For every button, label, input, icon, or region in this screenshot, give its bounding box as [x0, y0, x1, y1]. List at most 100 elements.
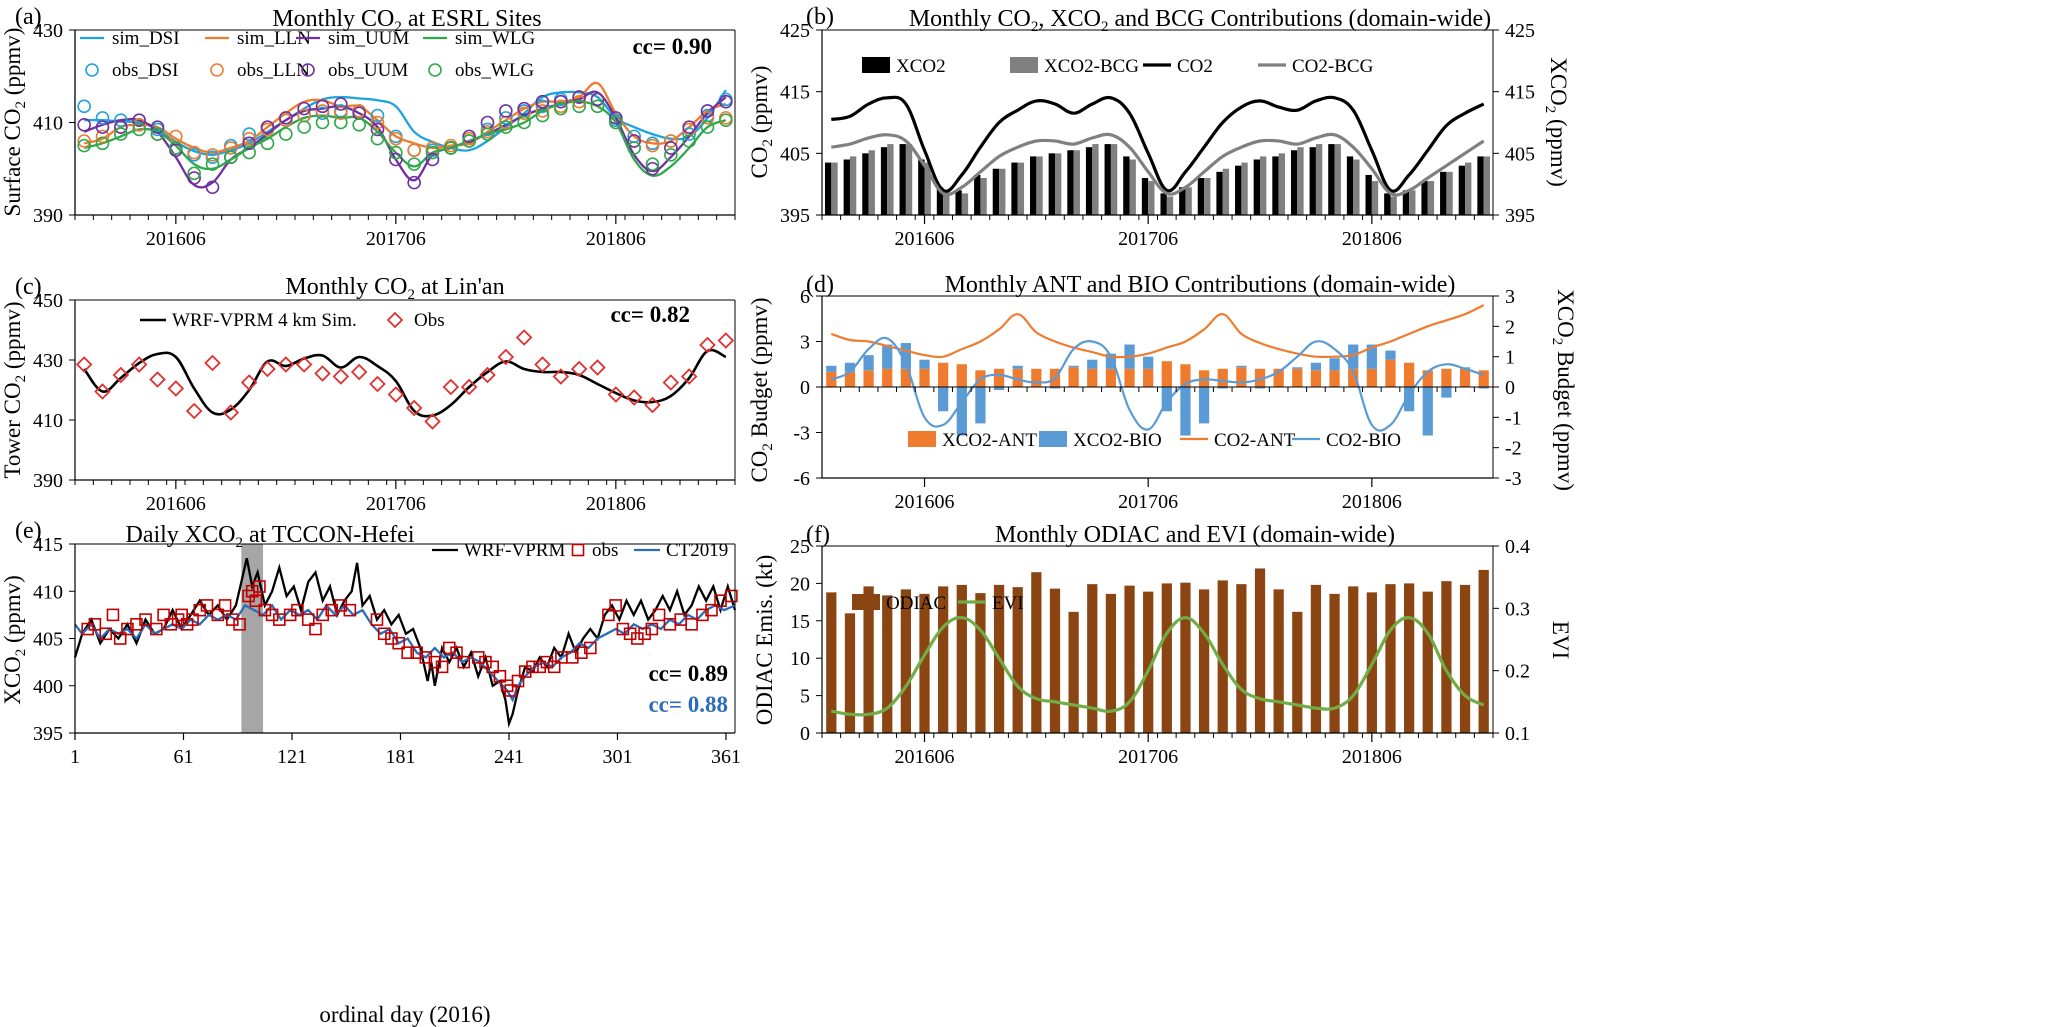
- series-line-EVI: [831, 616, 1485, 717]
- marker-obs_UUM: [242, 136, 256, 151]
- bar-XCO2-ANT: [1441, 368, 1452, 387]
- text-part: (ppmv): [747, 66, 772, 139]
- bar-XCO2-BIO: [1292, 367, 1303, 369]
- marker-obs_LLN: [407, 143, 421, 158]
- marker-obs_UUM: [682, 120, 696, 134]
- marker-obs_UUM: [389, 152, 403, 167]
- marker-Obs: [424, 413, 441, 430]
- bar-XCO2-BCG: [887, 144, 894, 215]
- bar-ODIAC: [1459, 584, 1471, 733]
- legend-label-CO2: CO2: [1177, 56, 1213, 77]
- legend-swatch-XCO2-BIO: [1039, 431, 1067, 447]
- bar-XCO2: [843, 159, 850, 215]
- marker-obs_UUM: [700, 104, 715, 118]
- marker-obs_UUM: [554, 94, 568, 109]
- bar-XCO2-ANT: [956, 364, 967, 387]
- bar-XCO2-BCG: [1110, 144, 1118, 215]
- text-part: XCO: [0, 656, 25, 705]
- marker-obs_LLN: [517, 106, 531, 121]
- y-axis-label: Tower CO2 (ppmv): [0, 301, 29, 478]
- marker-Obs: [185, 402, 203, 420]
- y2-tick-label: -3: [1505, 468, 1522, 490]
- marker-Obs: [240, 374, 258, 391]
- marker-obs: [309, 622, 322, 636]
- y-tick-label: 0: [800, 723, 810, 745]
- bar-XCO2: [1141, 178, 1149, 215]
- bar-XCO2-ANT: [919, 368, 930, 387]
- panel-d: -6 -3 0 3 6 -3 -2 -1 0 1 2 3 201606 201706 201806 (d) Mo…: [747, 272, 1578, 513]
- marker-Obs: [515, 329, 533, 346]
- legend-swatch-ODIAC: [852, 594, 880, 610]
- bar-XCO2-BIO: [844, 362, 856, 372]
- legend-label-CT2019: CT2019: [666, 540, 728, 561]
- y-tick-label: 5: [800, 686, 810, 708]
- y-tick-label: 430: [33, 350, 63, 372]
- y2-axis-label: XCO2 (ppmv): [1542, 57, 1571, 187]
- marker-Obs: [570, 360, 588, 378]
- marker-Obs: [332, 368, 350, 385]
- marker-obs: [685, 618, 698, 631]
- bar-ODIAC: [1478, 569, 1489, 733]
- bar-XCO2: [936, 187, 944, 215]
- bar-XCO2-BIO: [1087, 359, 1098, 369]
- marker-obs_DSI: [77, 99, 91, 114]
- bar-XCO2-ANT: [1031, 368, 1042, 387]
- marker-Obs: [717, 332, 735, 349]
- subscript: 2: [1549, 338, 1565, 346]
- marker-obs_WLG: [132, 122, 146, 137]
- bar-XCO2-BIO: [956, 387, 967, 436]
- legend-label-Obs: Obs: [414, 310, 445, 331]
- bar-XCO2: [1384, 193, 1391, 215]
- x-tick-label: 201706: [366, 228, 426, 250]
- marker-obs_WLG: [407, 157, 421, 171]
- marker-obs: [88, 618, 102, 631]
- marker-obs_WLG: [609, 115, 623, 130]
- marker-obs_LLN: [572, 94, 586, 109]
- marker-obs_LLN: [95, 129, 110, 144]
- marker-obs_WLG: [535, 108, 550, 123]
- x-tick-label: 61: [173, 746, 193, 768]
- marker-obs_WLG: [224, 150, 238, 164]
- series-line-CO2-ANT: [830, 304, 1485, 359]
- text-part: (ppmv): [0, 301, 25, 374]
- marker-Obs: [314, 365, 331, 382]
- legend-swatch-XCO2-ANT: [908, 431, 936, 447]
- marker-obs_UUM: [370, 122, 385, 137]
- bar-XCO2-BCG: [1073, 150, 1080, 215]
- x-tick-label: 201806: [1342, 228, 1402, 250]
- marker-obs: [450, 646, 463, 659]
- bar-XCO2-BCG: [1278, 153, 1285, 215]
- marker-Obs: [277, 356, 295, 373]
- bar-XCO2-BCG: [1129, 159, 1136, 215]
- bar-XCO2-BCG: [905, 144, 913, 215]
- marker-Obs: [350, 363, 368, 381]
- text-part: at Lin'an: [415, 274, 505, 300]
- bar-XCO2-ANT: [938, 362, 949, 387]
- bar-XCO2-BIO: [1105, 353, 1117, 369]
- y2-tick-label: 3: [1505, 286, 1515, 308]
- marker-obs: [157, 608, 170, 622]
- text-part: Monthly CO: [272, 6, 394, 32]
- marker-obs_UUM: [205, 180, 220, 195]
- marker-Obs: [369, 375, 386, 393]
- bar-ODIAC: [1049, 588, 1061, 733]
- bar-ODIAC: [1254, 568, 1266, 733]
- subscript: 2: [760, 443, 776, 451]
- marker-obs: [106, 608, 120, 622]
- marker-Obs: [607, 386, 625, 403]
- marker-obs_UUM: [150, 120, 165, 134]
- bar-XCO2-BCG: [1092, 144, 1099, 215]
- legend-label-XCO2: XCO2: [896, 56, 946, 77]
- legend-marker-obs_LLN: [210, 63, 224, 77]
- marker-obs_UUM: [77, 118, 91, 132]
- series-line-CO2-BCG: [831, 132, 1485, 197]
- x-tick-label: 201806: [1342, 491, 1402, 513]
- marker-obs_LLN: [242, 131, 256, 146]
- text-part: Daily XCO: [125, 522, 235, 548]
- bar-XCO2-ANT: [1403, 362, 1415, 387]
- text-part: XCO: [1546, 57, 1571, 106]
- bar-XCO2-BCG: [1446, 171, 1453, 215]
- y-tick-label: -3: [793, 423, 810, 445]
- y-axis-label: ODIAC Emis. (kt): [752, 555, 777, 726]
- chart-title: Monthly CO2 at Lin'an: [285, 274, 504, 303]
